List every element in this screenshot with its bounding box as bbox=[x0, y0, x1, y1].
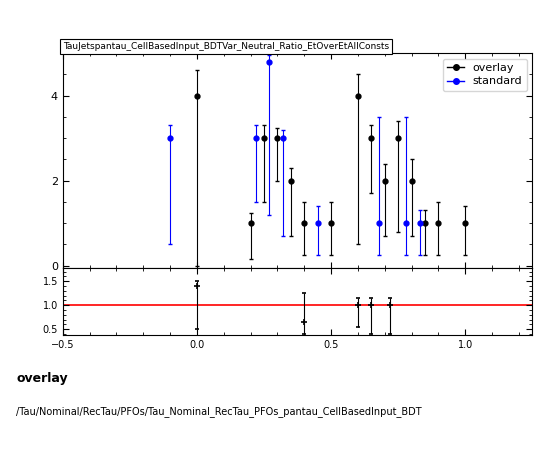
Text: overlay: overlay bbox=[16, 372, 68, 385]
Text: TauJetspantau_CellBasedInput_BDTVar_Neutral_Ratio_EtOverEtAllConsts: TauJetspantau_CellBasedInput_BDTVar_Neut… bbox=[63, 42, 389, 51]
Text: /Tau/Nominal/RecTau/PFOs/Tau_Nominal_RecTau_PFOs_pantau_CellBasedInput_BDT: /Tau/Nominal/RecTau/PFOs/Tau_Nominal_Rec… bbox=[16, 407, 422, 418]
Legend: overlay, standard: overlay, standard bbox=[443, 59, 527, 91]
